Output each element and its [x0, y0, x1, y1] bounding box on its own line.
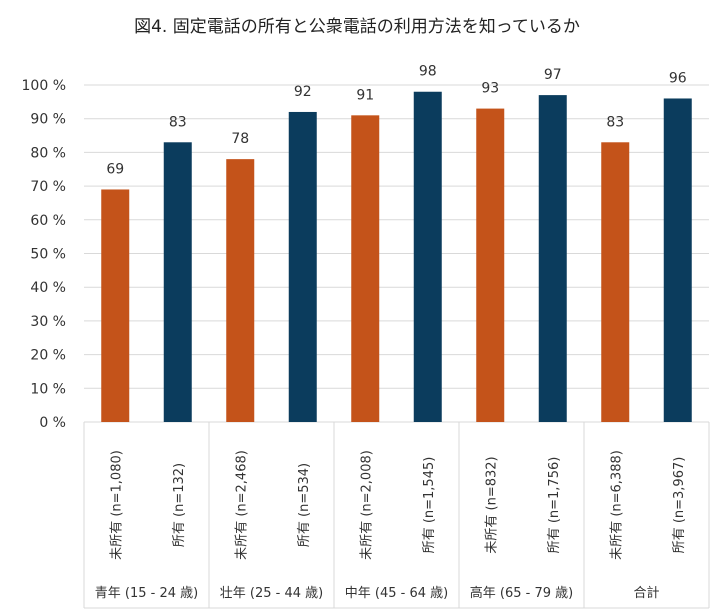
category-label: 未所有 (n=832) — [484, 456, 499, 553]
category-label: 未所有 (n=6,388) — [609, 450, 624, 560]
bar — [288, 111, 317, 423]
data-label: 92 — [294, 84, 312, 100]
group-label: 中年 (45 - 64 歳) — [345, 586, 448, 601]
bar — [351, 115, 380, 422]
data-label: 97 — [544, 67, 562, 83]
category-label: 未所有 (n=2,468) — [234, 450, 249, 560]
data-label: 83 — [169, 114, 187, 130]
category-label: 未所有 (n=2,008) — [359, 450, 374, 560]
category-label: 所有 (n=534) — [297, 463, 312, 547]
data-label: 93 — [481, 81, 499, 97]
y-tick-label: 30 % — [30, 314, 66, 330]
group-label: 青年 (15 - 24 歳) — [95, 586, 198, 601]
group-label: 合計 — [633, 585, 659, 601]
group-label: 高年 (65 - 79 歳) — [470, 585, 573, 601]
chart-title: 図4. 固定電話の所有と公衆電話の利用方法を知っているか — [134, 17, 580, 37]
category-label: 未所有 (n=1,080) — [109, 450, 124, 560]
y-tick-label: 0 % — [39, 415, 66, 431]
bar — [476, 108, 505, 422]
y-tick-label: 60 % — [30, 213, 66, 229]
bar — [663, 98, 692, 422]
y-tick-label: 50 % — [30, 247, 66, 263]
category-label: 所有 (n=132) — [172, 463, 187, 547]
category-label: 所有 (n=1,545) — [422, 457, 437, 554]
y-tick-label: 90 % — [30, 112, 66, 128]
data-label: 96 — [669, 70, 687, 86]
bar — [538, 95, 567, 423]
data-label: 78 — [231, 131, 249, 147]
y-tick-label: 10 % — [30, 381, 66, 397]
y-tick-label: 100 % — [22, 78, 66, 94]
y-tick-label: 40 % — [30, 280, 66, 296]
bar — [163, 142, 192, 423]
data-label: 69 — [106, 161, 124, 177]
bar — [601, 142, 630, 423]
y-tick-label: 70 % — [30, 179, 66, 195]
data-label: 91 — [356, 87, 374, 103]
category-label: 所有 (n=1,756) — [547, 457, 562, 554]
y-tick-label: 20 % — [30, 348, 66, 364]
group-label: 壮年 (25 - 44 歳) — [220, 586, 323, 601]
category-label: 所有 (n=3,967) — [672, 457, 687, 554]
y-tick-label: 80 % — [30, 145, 66, 161]
bar — [226, 159, 255, 422]
data-label: 98 — [419, 64, 437, 80]
data-label: 83 — [606, 114, 624, 130]
bar — [101, 189, 130, 422]
bar — [413, 91, 442, 423]
